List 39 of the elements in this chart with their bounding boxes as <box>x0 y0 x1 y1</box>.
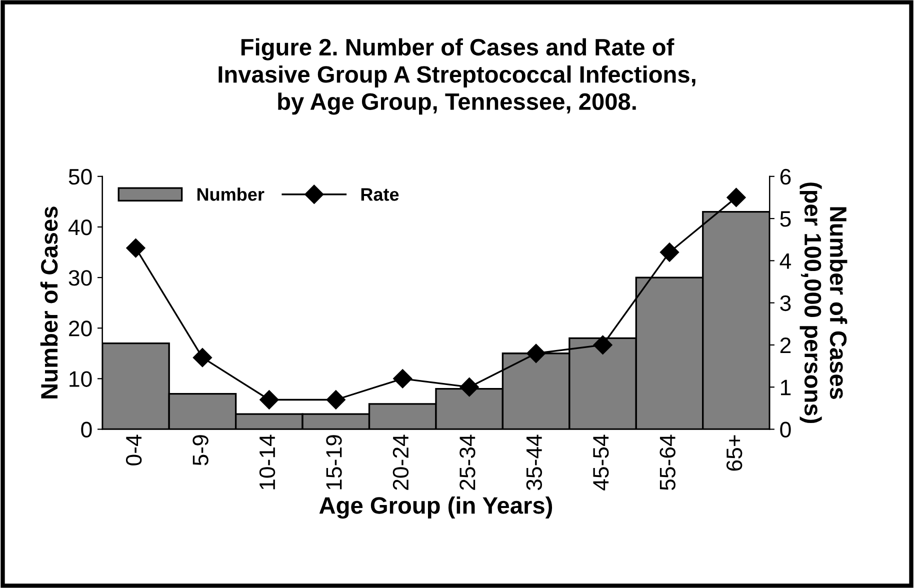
legend-label: Number <box>197 188 264 201</box>
point <box>192 348 212 368</box>
x-tick-label: 5-9 <box>192 435 208 466</box>
x-tick-label: 15-19 <box>326 435 342 490</box>
point <box>326 390 346 410</box>
y-tick-label: 50 <box>68 168 92 185</box>
y2-tick-label: 3 <box>780 295 791 312</box>
point <box>726 188 746 208</box>
y2-tick-label: 1 <box>781 380 791 396</box>
y2-axis-title: Number of Cases (per 100,000 persons) <box>800 182 848 424</box>
x-tick-label: 45-54 <box>593 434 609 490</box>
y2-tick-label: 2 <box>780 337 791 354</box>
x-tick-label: 20-24 <box>392 434 409 490</box>
x-tick-label: 55-64 <box>660 434 676 490</box>
point <box>460 378 479 397</box>
x-tick-label: 25-34 <box>460 434 476 490</box>
y-tick-label: 30 <box>68 270 92 286</box>
y-tick-label: 40 <box>68 220 92 236</box>
chart-title: Figure 2. Number of Cases and Rate of Invasive Group A Streptococcal Infections, by Age Group, Tennessee, 2008. <box>218 38 696 115</box>
y2-tick-label: 5 <box>780 211 791 227</box>
y-tick-label: 10 <box>70 371 92 387</box>
point <box>526 344 546 363</box>
y-tick-label: 0 <box>81 422 92 438</box>
point <box>126 238 146 258</box>
y-axis-title: Number of Cases <box>40 206 58 398</box>
legend-label: Rate <box>361 188 399 201</box>
x-tick-label: 0-4 <box>126 434 142 466</box>
point <box>660 242 680 262</box>
y-tick-label: 20 <box>69 320 92 336</box>
x-tick-label: 35-44 <box>526 434 542 490</box>
point <box>260 390 279 410</box>
x-axis-title: Age Group (in Years) <box>319 496 552 519</box>
y2-tick-label: 0 <box>780 422 791 438</box>
x-tick-label: 10-14 <box>259 434 276 490</box>
y2-tick-label: 6 <box>780 168 791 185</box>
point <box>593 335 612 354</box>
x-tick-label: 65+ <box>726 435 742 471</box>
y2-tick-label: 4 <box>780 253 792 269</box>
point <box>393 369 412 388</box>
